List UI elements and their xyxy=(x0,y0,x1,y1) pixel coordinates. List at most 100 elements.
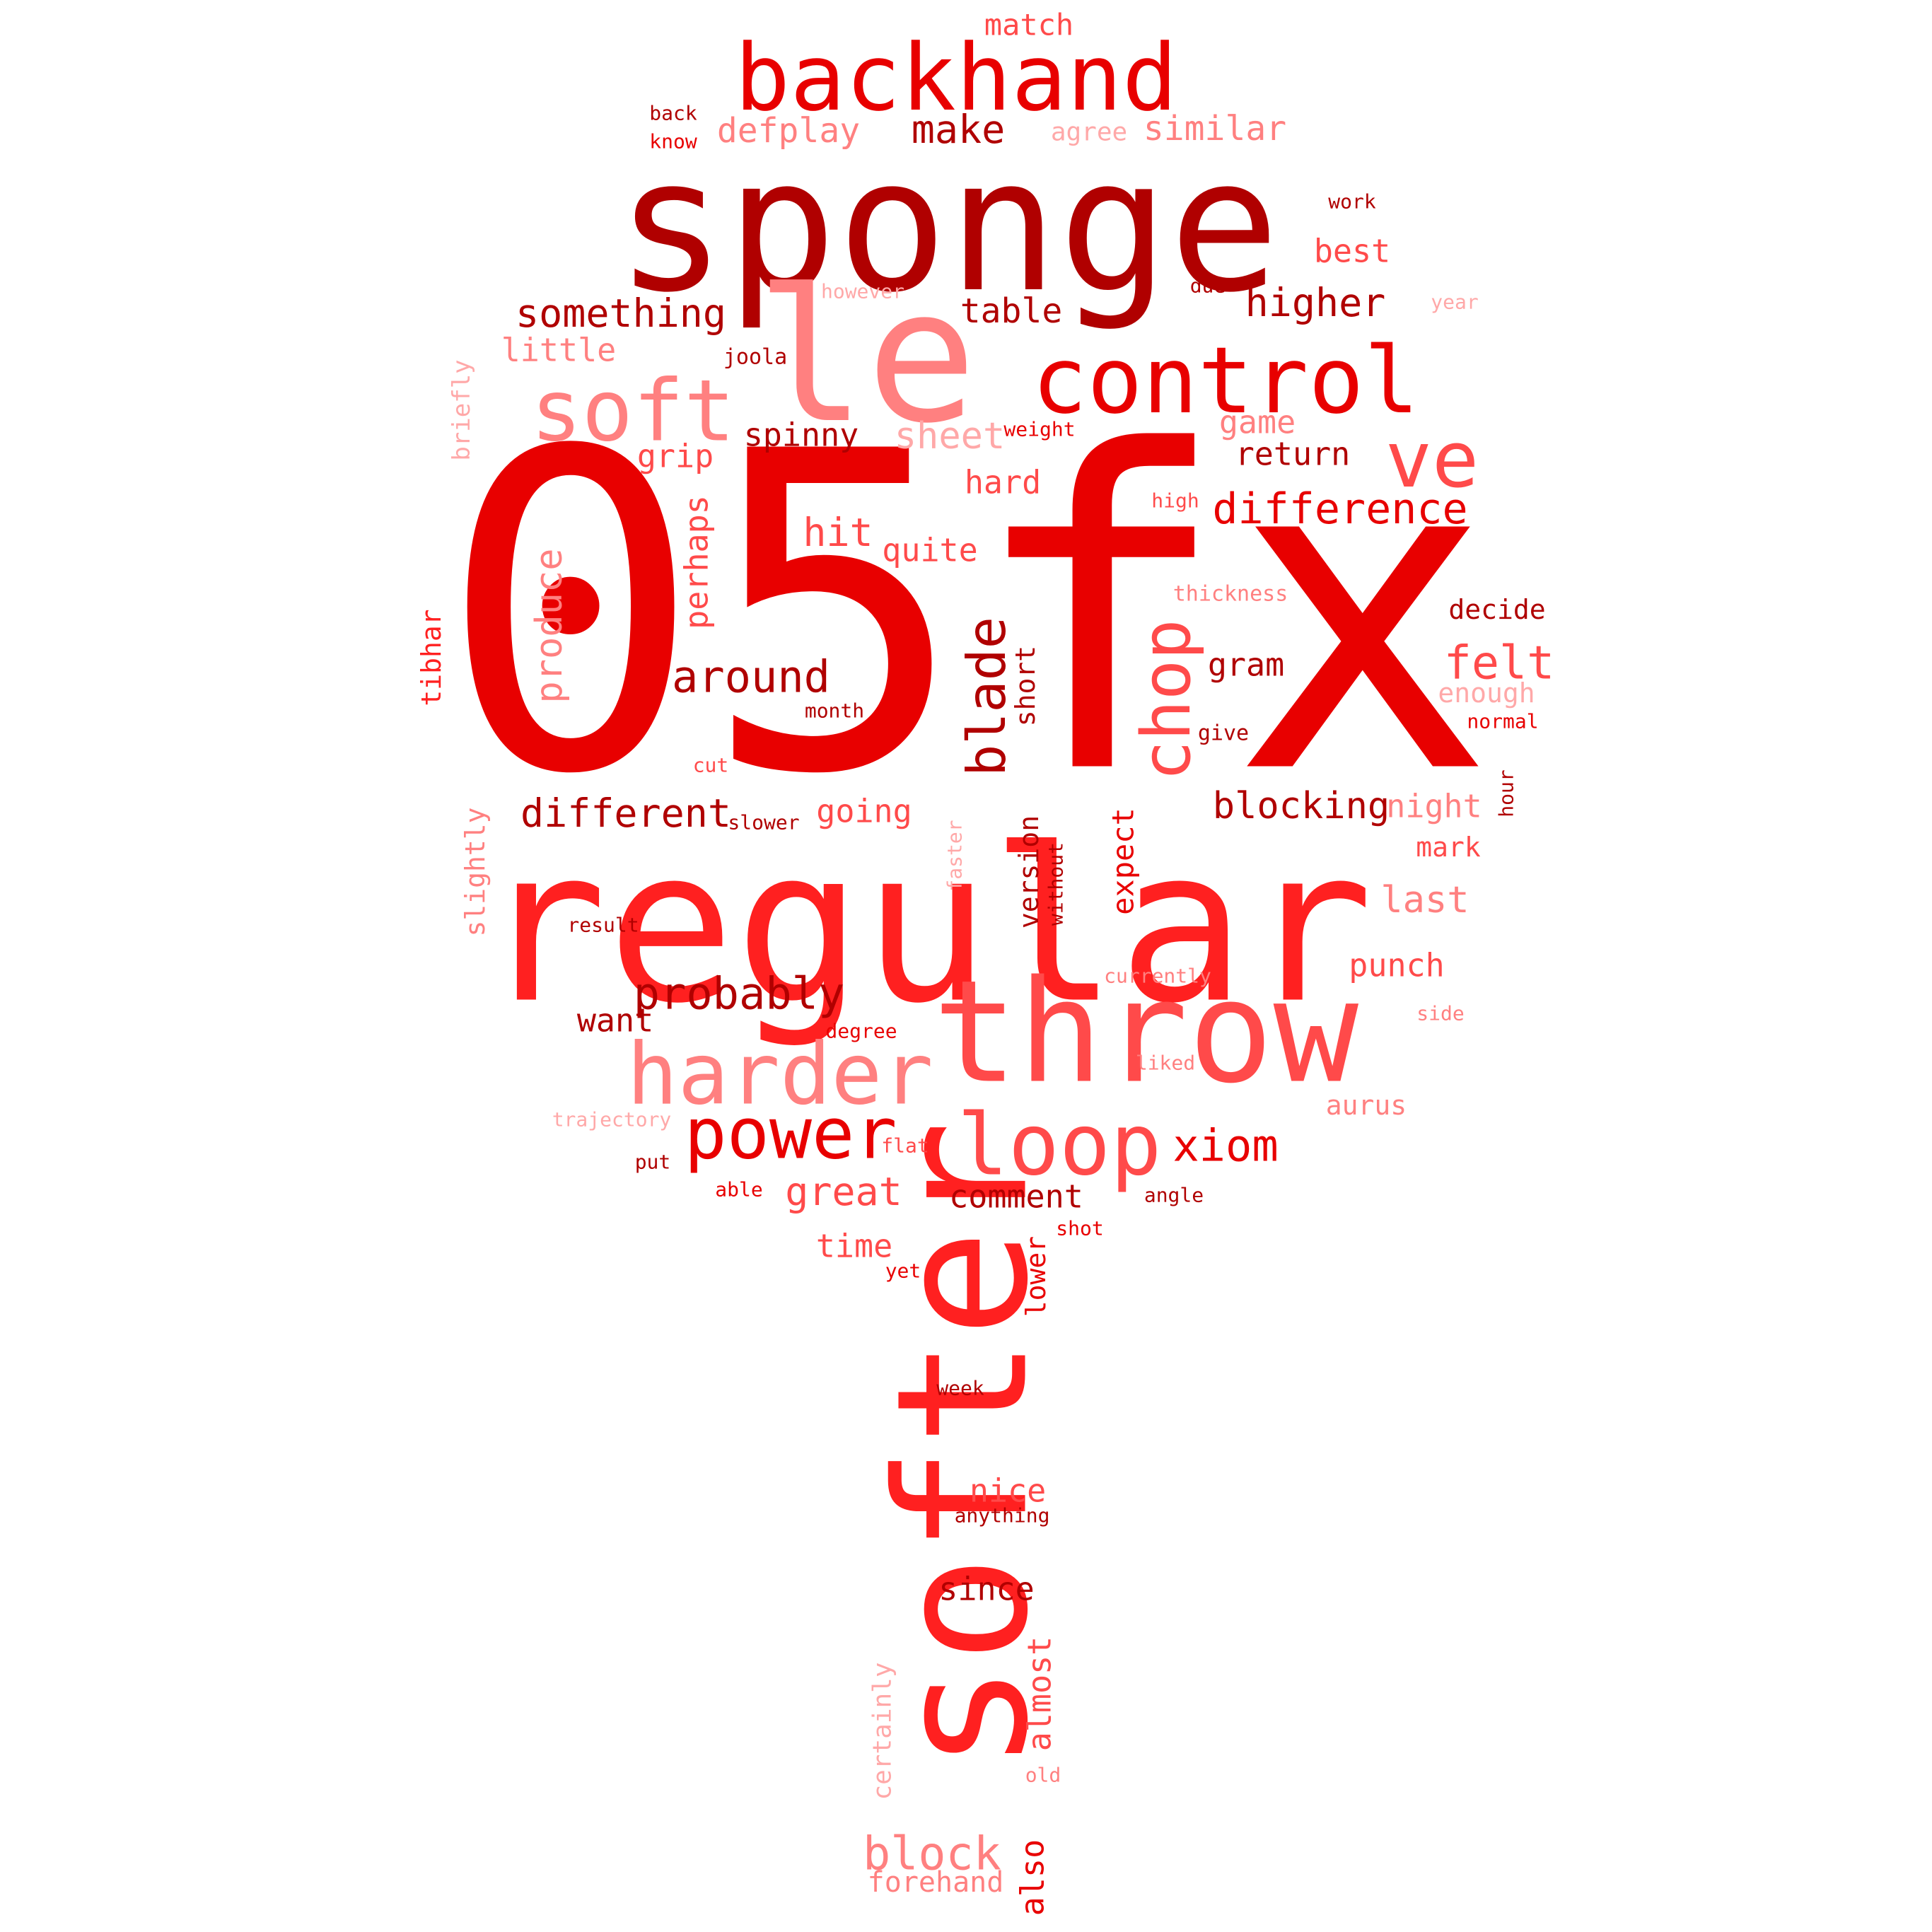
word-blocking: blocking xyxy=(1213,785,1390,827)
word-hard: hard xyxy=(965,464,1041,501)
word-work: work xyxy=(1328,190,1376,214)
word-power: power xyxy=(684,1093,897,1175)
word-similar: similar xyxy=(1144,109,1286,149)
word-flat: flat xyxy=(881,1134,929,1158)
word-decide: decide xyxy=(1448,594,1545,625)
word-joola: joola xyxy=(723,345,787,370)
word-sponge: sponge xyxy=(615,120,1279,333)
word-currently: currently xyxy=(1104,965,1211,988)
word-enough: enough xyxy=(1438,677,1535,709)
word-defplay: defplay xyxy=(717,111,860,151)
word-almost: almost xyxy=(1021,1636,1059,1752)
word-nice: nice xyxy=(970,1472,1046,1510)
word-version: version xyxy=(1013,815,1044,929)
word-best: best xyxy=(1314,233,1390,270)
word-angle: angle xyxy=(1144,1184,1204,1207)
word-certainly: certainly xyxy=(868,1662,897,1800)
word-give: give xyxy=(1198,721,1249,746)
word-week: week xyxy=(936,1377,984,1400)
word-felt: felt xyxy=(1444,637,1555,690)
word-around: around xyxy=(672,651,830,703)
word-backhand: backhand xyxy=(735,24,1177,132)
word-want: want xyxy=(577,1002,653,1040)
word-gram: gram xyxy=(1208,646,1284,684)
word-quite: quite xyxy=(882,532,977,569)
word-aurus: aurus xyxy=(1326,1090,1407,1121)
word-slightly: slightly xyxy=(460,807,491,936)
word-thickness: thickness xyxy=(1173,582,1288,607)
word-cut: cut xyxy=(693,754,729,777)
word-back: back xyxy=(649,102,697,125)
word-harder: harder xyxy=(627,1026,933,1124)
word-something: something xyxy=(516,291,726,336)
word-sheet: sheet xyxy=(895,415,1006,458)
word-le: le xyxy=(755,250,977,464)
word-regular: regular xyxy=(479,803,1373,1050)
word-shot: shot xyxy=(1056,1217,1103,1240)
word-table: table xyxy=(960,291,1063,331)
word-faster: faster xyxy=(943,820,967,891)
word-agree: agree xyxy=(1051,118,1127,147)
word-lower: lower xyxy=(1020,1236,1052,1317)
word-return: return xyxy=(1235,436,1351,473)
word-control: control xyxy=(1032,327,1419,434)
word-difference: difference xyxy=(1212,484,1467,534)
word-put: put xyxy=(635,1151,671,1174)
word-short: short xyxy=(1010,646,1041,726)
word-due: due xyxy=(1190,274,1226,298)
word-little: little xyxy=(501,332,617,369)
word-great: great xyxy=(785,1169,902,1214)
word-also: also xyxy=(1014,1839,1052,1916)
word-slower: slower xyxy=(728,811,799,834)
word-result: result xyxy=(567,914,639,937)
word-produce: produce xyxy=(528,548,571,703)
word-05fx: 05fx xyxy=(438,361,1494,871)
word-hour: hour xyxy=(1495,769,1518,817)
word-anything: anything xyxy=(955,1504,1050,1527)
word-probably: probably xyxy=(634,968,845,1020)
word-xiom: xiom xyxy=(1172,1120,1278,1172)
word-last: last xyxy=(1380,879,1469,921)
word-grip: grip xyxy=(637,438,714,475)
word-spinny: spinny xyxy=(744,417,859,454)
word-forehand: forehand xyxy=(868,1866,1004,1899)
word-match: match xyxy=(984,8,1073,42)
word-high: high xyxy=(1151,489,1199,513)
word-weight: weight xyxy=(1003,418,1075,441)
word-ve: ve xyxy=(1385,414,1479,505)
word-punch: punch xyxy=(1349,947,1444,984)
word-expect: expect xyxy=(1106,808,1141,915)
word-blade: blade xyxy=(955,617,1018,776)
word-without: without xyxy=(1044,842,1068,926)
word-mark: mark xyxy=(1416,832,1481,863)
word-comment: comment xyxy=(949,1178,1083,1216)
word-year: year xyxy=(1431,291,1478,314)
word-tibhar: tibhar xyxy=(416,609,447,706)
word-throw: throw xyxy=(933,950,1359,1115)
word-hit: hit xyxy=(803,510,873,555)
word-however: however xyxy=(821,280,904,303)
word-yet: yet xyxy=(885,1259,921,1283)
word-higher: higher xyxy=(1245,280,1386,325)
word-going: going xyxy=(816,793,912,830)
word-loop: loop xyxy=(958,1097,1162,1195)
word-different: different xyxy=(520,791,731,836)
word-briefly: briefly xyxy=(448,359,476,460)
word-liked: liked xyxy=(1136,1052,1195,1075)
word-perhaps: perhaps xyxy=(678,495,716,629)
word-degree: degree xyxy=(825,1020,897,1043)
word-side: side xyxy=(1416,1002,1464,1025)
word-month: month xyxy=(805,699,864,723)
word-since: since xyxy=(938,1571,1034,1608)
word-night: night xyxy=(1386,788,1482,825)
word-chop: chop xyxy=(1128,619,1206,781)
word-block: block xyxy=(863,1828,1001,1881)
word-old: old xyxy=(1025,1764,1061,1787)
word-softer: softer xyxy=(859,1120,1069,1771)
word-time: time xyxy=(816,1228,892,1265)
word-make: make xyxy=(912,107,1005,152)
word-normal: normal xyxy=(1467,710,1538,733)
word-game: game xyxy=(1219,404,1296,441)
word-able: able xyxy=(715,1178,762,1201)
